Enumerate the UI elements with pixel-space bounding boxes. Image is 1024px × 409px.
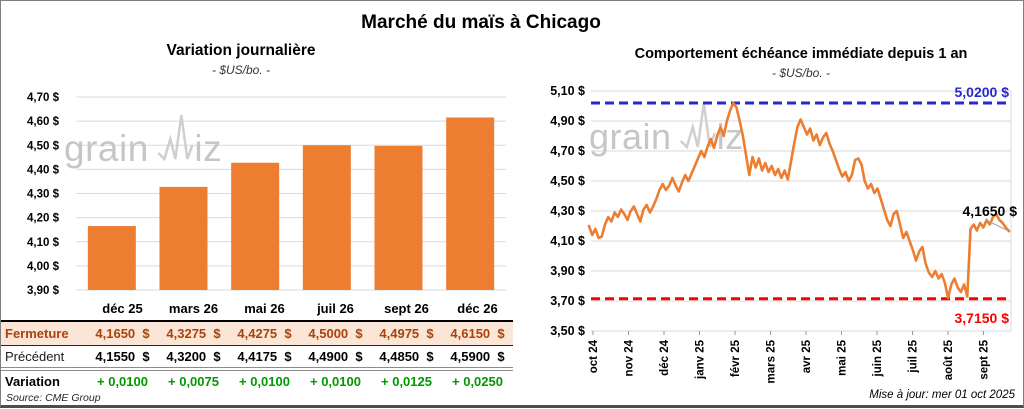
y-axis-tick-label: 4,50 $ (27, 140, 60, 152)
last-value-label: 4,1650 $ (963, 203, 1018, 219)
row-label: Variation (5, 374, 60, 389)
y-axis-tick-label: 4,50 $ (550, 174, 585, 188)
contract-header-cell: sept 26 (371, 298, 442, 322)
y-axis-tick-label: 3,70 $ (550, 294, 585, 308)
bar-déc-25 (87, 226, 136, 290)
y-axis-tick-label: 4,10 $ (550, 234, 585, 248)
precedent-row: Précédent 4,1550 $4,3200 $4,4175 $4,4900 … (1, 345, 513, 371)
contract-header-cell: mars 26 (158, 298, 229, 322)
value-cell: 4,3275 $ (158, 321, 229, 346)
price-series-line (587, 101, 1011, 300)
value-cell: + 0,0250 (452, 374, 503, 389)
watermark-zigzag-icon (157, 114, 194, 162)
bar-juil-26 (302, 145, 351, 290)
value-cell: + 0,0100 (239, 374, 290, 389)
price-table-header: déc 25 mars 26 mai 26 juil 26 sept 26 déc 26 (1, 298, 513, 322)
x-axis-tick-label: juin 25 (872, 339, 884, 377)
grainwiz-watermark: grain iz (64, 114, 222, 169)
y-axis-tick-label: 5,10 $ (550, 84, 585, 98)
bar-sept-26 (374, 145, 423, 290)
red-threshold-label: 3,7150 $ (955, 310, 1010, 326)
x-axis-tick-label: avr 25 (801, 339, 813, 373)
watermark-text-grain: grain (589, 116, 672, 157)
value-cell: 4,5000 $ (300, 321, 371, 346)
x-axis-tick-label: oct 24 (588, 339, 600, 373)
watermark-text-iz: iz (194, 128, 222, 169)
bar-déc-26 (446, 117, 495, 290)
value-cell: 4,4900 $ (300, 345, 371, 371)
line-chart-subtitle: - $US/bo. - (771, 66, 831, 80)
source-note: Source: CME Group (6, 392, 101, 404)
bar-chart-title: Variation journalière (166, 42, 316, 59)
value-cell: 4,5900 $ (442, 345, 513, 371)
x-axis-tick-label: août 25 (943, 339, 955, 380)
variation-row: Variation + 0,0100 + 0,0075 + 0,0100 + 0,010… (1, 369, 513, 392)
line-chart-title: Comportement échéance immédiate depuis 1… (634, 46, 968, 62)
value-cell: 4,6150 $ (442, 321, 513, 346)
value-cell: 4,1550 $ (87, 345, 158, 371)
blue-threshold-label: 5,0200 $ (955, 84, 1010, 100)
x-axis-tick-label: févr 25 (730, 339, 742, 377)
x-axis-tick-label: mars 25 (766, 339, 778, 383)
y-axis-tick-label: 4,40 $ (27, 164, 60, 176)
x-axis-tick-label: juil 25 (908, 339, 920, 373)
bar-mai-26 (231, 162, 280, 290)
value-cell: + 0,0125 (381, 374, 432, 389)
bar-mars-26 (159, 186, 208, 290)
x-axis-tick-label: mai 25 (837, 339, 849, 375)
row-label: Fermeture (1, 321, 87, 346)
value-cell: + 0,0100 (97, 374, 148, 389)
last-value-leader-line (985, 219, 1008, 231)
contract-header-row: déc 25 mars 26 mai 26 juil 26 sept 26 déc 26 (1, 298, 513, 322)
watermark-zigzag-icon (679, 102, 716, 150)
y-axis-tick-label: 4,00 $ (27, 261, 60, 273)
row-label: Précédent (1, 345, 87, 371)
y-axis-tick-label: 3,50 $ (550, 324, 585, 338)
page-title: Marché du maïs à Chicago (361, 12, 601, 33)
y-axis-tick-label: 4,30 $ (27, 189, 60, 201)
header-empty-cell (1, 298, 87, 322)
y-axis-tick-label: 4,30 $ (550, 204, 585, 218)
update-note: Mise à jour: mer 01 oct 2025 (869, 389, 1015, 401)
y-axis-tick-label: 3,90 $ (550, 264, 585, 278)
y-axis-tick-label: 4,10 $ (27, 237, 60, 249)
x-axis-tick-label: janv 25 (695, 339, 707, 380)
value-cell: + 0,0075 (168, 374, 219, 389)
value-cell: 4,4850 $ (371, 345, 442, 371)
watermark-text-grain: grain (64, 128, 149, 169)
x-axis-tick-label: nov 24 (624, 339, 636, 376)
price-table-body: Fermeture 4,1650 $4,3275 $4,4275 $4,5000 … (1, 321, 513, 392)
y-axis-tick-label: 4,70 $ (27, 92, 60, 104)
y-axis-tick-label: 4,20 $ (27, 213, 60, 225)
value-cell: + 0,0100 (310, 374, 361, 389)
bar-chart-subtitle: - $US/bo. - (211, 63, 271, 77)
price-table: déc 25 mars 26 mai 26 juil 26 sept 26 déc 26 … (1, 298, 513, 392)
x-axis-tick-label: sept 25 (979, 339, 991, 379)
x-axis-tick-label: déc 24 (659, 339, 671, 375)
y-axis-tick-label: 4,70 $ (550, 144, 585, 158)
y-axis-tick-label: 4,90 $ (550, 114, 585, 128)
contract-header-cell: mai 26 (229, 298, 300, 322)
value-cell: 4,4275 $ (229, 321, 300, 346)
contract-header-cell: déc 25 (87, 298, 158, 322)
y-axis-tick-label: 3,90 $ (27, 285, 60, 297)
value-cell: 4,4175 $ (229, 345, 300, 371)
value-cell: 4,4975 $ (371, 321, 442, 346)
line-chart: 5,10 $ 4,90 $ 4,70 $ 4,50 $ 4,30 $ 4,10 $ 3,90… (550, 84, 1018, 383)
contract-header-cell: déc 26 (442, 298, 513, 322)
bar-chart: 4,70 $ 4,60 $ 4,50 $ 4,40 $ 4,30 $ 4,20 $ 4,10… (27, 92, 506, 297)
contract-header-cell: juil 26 (300, 298, 371, 322)
y-axis-tick-label: 4,60 $ (27, 116, 60, 128)
fermeture-row: Fermeture 4,1650 $4,3275 $4,4275 $4,5000 … (1, 321, 513, 346)
value-cell: 4,1650 $ (87, 321, 158, 346)
value-cell: 4,3200 $ (158, 345, 229, 371)
